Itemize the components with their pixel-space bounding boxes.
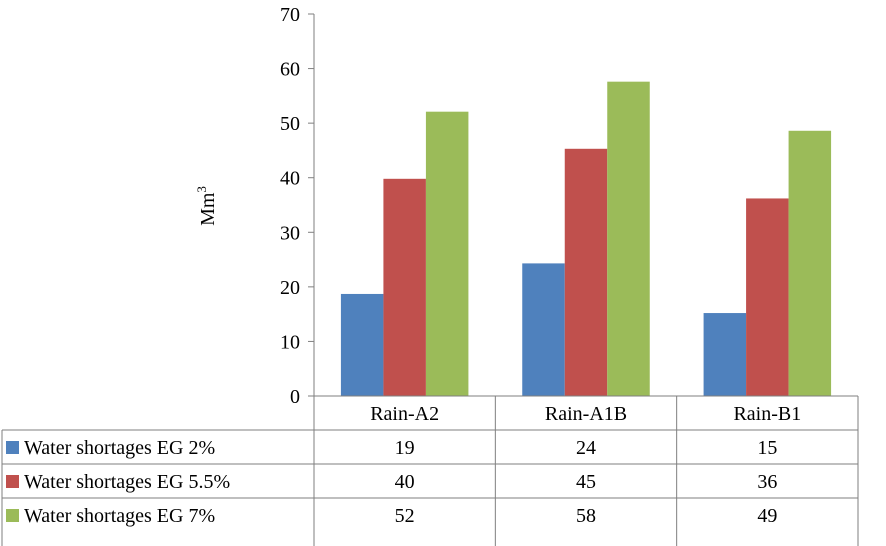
- table-cell-value: 15: [757, 437, 777, 459]
- table-cell-value: 52: [395, 505, 415, 527]
- category-label: Rain-A1B: [545, 403, 627, 425]
- series-name: Water shortages EG 5.5%: [24, 471, 230, 493]
- series-name: Water shortages EG 7%: [24, 505, 215, 527]
- legend-swatch: [6, 475, 19, 488]
- table-cell-value: 49: [757, 505, 777, 527]
- y-tick-label: 50: [280, 113, 300, 135]
- data-table: Rain-A2 Rain-A1B Rain-B1 Water shortages EG…: [1, 395, 859, 546]
- bar: [425, 111, 469, 396]
- table-cell-value: 24: [576, 437, 596, 459]
- y-tick-label: 10: [280, 331, 300, 353]
- y-tick-label: 20: [280, 277, 300, 299]
- y-tick-label: 60: [280, 59, 300, 81]
- table-cell-value: 19: [395, 437, 415, 459]
- y-tick-label: 40: [280, 168, 300, 190]
- bar: [522, 263, 565, 396]
- y-axis-ticks: 0 10 20 30 40 50 60 70: [280, 4, 314, 408]
- y-tick-label: 70: [280, 4, 300, 26]
- bar: [340, 293, 384, 396]
- category-label: Rain-A2: [370, 403, 439, 425]
- legend-swatch: [6, 441, 19, 454]
- y-tick-label: 30: [280, 222, 300, 244]
- bar: [607, 81, 650, 396]
- category-label: Rain-B1: [733, 403, 801, 425]
- bar: [564, 148, 608, 396]
- table-cell-value: 58: [576, 505, 596, 527]
- table-cell-value: 36: [757, 471, 777, 493]
- bars: [340, 81, 832, 397]
- series-name: Water shortages EG 2%: [24, 437, 215, 459]
- table-cell-value: 40: [395, 471, 415, 493]
- table-cell-value: 45: [576, 471, 596, 493]
- y-axis-label: Mm3: [194, 186, 219, 226]
- y-tick-label: 0: [290, 386, 300, 408]
- legend-swatch: [6, 509, 19, 522]
- bar: [788, 130, 832, 397]
- bar: [383, 178, 426, 396]
- bar: [746, 198, 789, 396]
- bar: [703, 313, 747, 396]
